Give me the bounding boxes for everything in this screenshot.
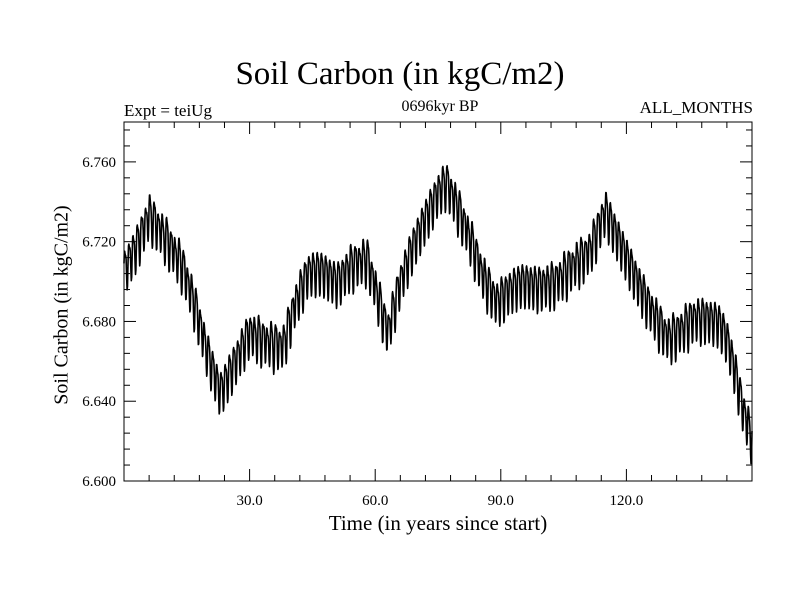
y-tick-label: 6.720 (82, 235, 116, 251)
x-tick-label: 90.0 (488, 493, 514, 509)
y-tick-label: 6.680 (82, 314, 116, 330)
x-tick-label: 60.0 (362, 493, 388, 509)
months-label: ALL_MONTHS (639, 98, 753, 117)
y-tick-label: 6.760 (82, 155, 116, 171)
chart-title: Soil Carbon (in kgC/m2) (235, 56, 565, 92)
x-tick-label: 120.0 (610, 493, 644, 509)
y-tick-label: 6.600 (82, 474, 116, 490)
y-tick-label: 6.640 (82, 394, 116, 410)
chart-subtitle: 0696kyr BP (401, 98, 479, 115)
experiment-label: Expt = teiUg (124, 101, 212, 120)
tick-labels: 30.0 60.0 90.0 120.0 6.600 6.640 6.680 6.720 6.7… (82, 155, 643, 509)
x-axis-label: Time (in years since start) (328, 511, 548, 535)
x-tick-label: 30.0 (236, 493, 262, 509)
series-line-soil-carbon (123, 165, 753, 465)
plot-frame (123, 121, 753, 482)
